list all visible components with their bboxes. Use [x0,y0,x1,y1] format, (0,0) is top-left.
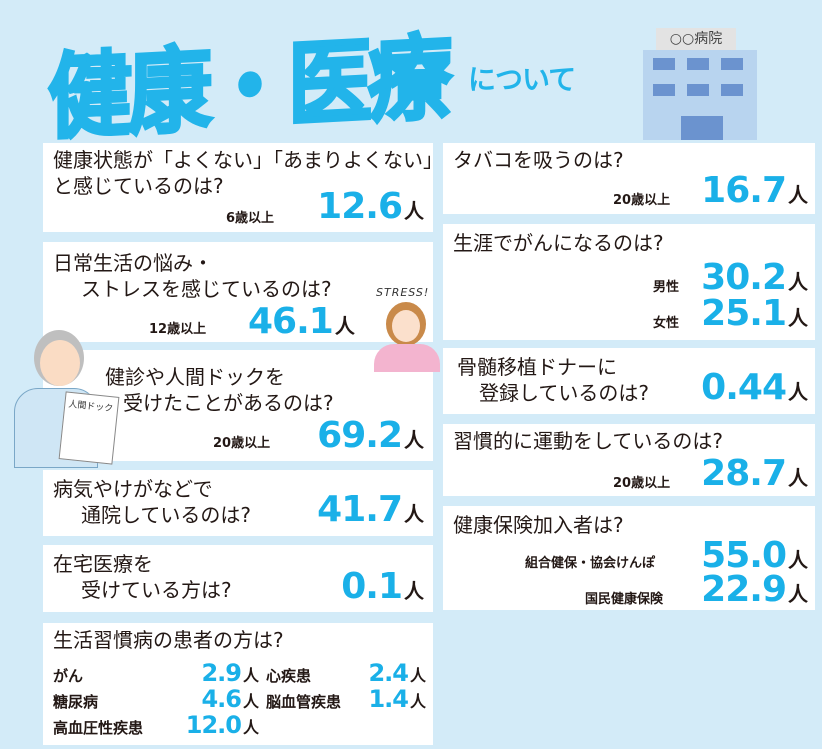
doctor-illustration: 人間ドック [8,328,120,468]
value: 30.2 人 [701,257,808,298]
value: 2.9 人 [201,659,259,687]
value: 4.6 人 [201,685,259,713]
value: 25.1 人 [701,293,808,334]
disease-label: がん [53,667,84,685]
disease-label: 高血圧性疾患 [53,719,144,737]
page-subtitle: について [468,63,576,96]
sex-label: 女性 [653,316,680,331]
value: 12.0 人 [185,711,259,739]
card-lifetime-cancer: 生涯でがんになるのは? 男性 30.2 人 女性 25.1 人 [443,224,815,340]
question: 健康状態が「よくない」「あまりよくない」 [53,148,443,172]
card-stress: 日常生活の悩み・ ストレスを感じているのは? 12歳以上 46.1 人 [43,242,433,342]
card-home-care: 在宅医療を 受けている方は? 0.1 人 [43,545,433,612]
question: 健康保険加入者は? [453,513,624,537]
value: 28.7 人 [701,453,808,494]
stressed-woman-illustration: STRESS! [352,282,452,372]
question: タバコを吸うのは? [453,148,624,172]
stress-text: STRESS! [376,286,430,299]
value: 16.7 人 [701,170,808,211]
card-bone-marrow: 骨髄移植ドナーに 登録しているのは? 0.44 人 [443,348,815,414]
card-health-status: 健康状態が「よくない」「あまりよくない」 と感じているのは? 6歳以上 12.6… [43,143,443,232]
disease-label: 心疾患 [266,667,312,685]
disease-label: 糖尿病 [53,693,99,711]
question: 生活習慣病の患者の方は? [53,628,284,652]
question: 習慣的に運動をしているのは? [453,429,724,453]
question: 骨髄移植ドナーに [457,355,617,379]
question: 受けている方は? [81,578,232,602]
sex-label: 男性 [653,280,680,295]
card-outpatient: 病気やけがなどで 通院しているのは? 41.7 人 [43,470,433,536]
age-label: 20歳以上 [613,193,671,208]
value: 46.1 人 [248,301,355,342]
question: 病気やけがなどで [53,477,213,501]
value: 55.0 人 [701,535,808,576]
card-exercise: 習慣的に運動をしているのは? 20歳以上 28.7 人 [443,424,815,496]
age-label: 20歳以上 [613,476,671,491]
question: 日常生活の悩み・ [53,251,213,275]
card-smoking: タバコを吸うのは? 20歳以上 16.7 人 [443,143,815,214]
hospital-building-icon [643,50,757,140]
question: 登録しているのは? [479,381,650,405]
question: 生涯でがんになるのは? [453,231,664,255]
hospital-sign: ○○病院 [656,28,736,50]
card-insurance: 健康保険加入者は? 組合健保・協会けんぽ 55.0 人 国民健康保険 22.9 人 [443,506,815,610]
hospital-illustration: ○○病院 [640,28,760,140]
age-label: 12歳以上 [149,322,207,337]
value: 1.4 人 [368,685,426,713]
value: 0.44 人 [701,367,808,408]
value: 22.9 人 [701,569,808,610]
insurance-label: 国民健康保険 [585,592,664,607]
question: 通院しているのは? [81,503,252,527]
age-label: 6歳以上 [226,211,275,226]
disease-label: 脳血管疾患 [266,693,342,711]
value: 0.1 人 [341,566,424,607]
insurance-label: 組合健保・協会けんぽ [525,556,656,571]
value: 2.4 人 [368,659,426,687]
clipboard-text: 人間ドック [67,399,114,415]
page-title: 健康・医療 [46,22,449,154]
age-label: 20歳以上 [213,436,271,451]
question: 健診や人間ドックを [105,365,285,389]
value: 12.6 人 [317,186,424,227]
question: 受けたことがあるのは? [123,391,334,415]
question: 在宅医療を [53,552,153,576]
value: 41.7 人 [317,489,424,530]
card-lifestyle-disease: 生活習慣病の患者の方は? がん 2.9 人 心疾患 2.4 人 糖尿病 4.6 人 脳… [43,623,433,745]
value: 69.2 人 [317,415,424,456]
question: と感じているのは? [53,174,224,198]
question: ストレスを感じているのは? [81,277,332,301]
